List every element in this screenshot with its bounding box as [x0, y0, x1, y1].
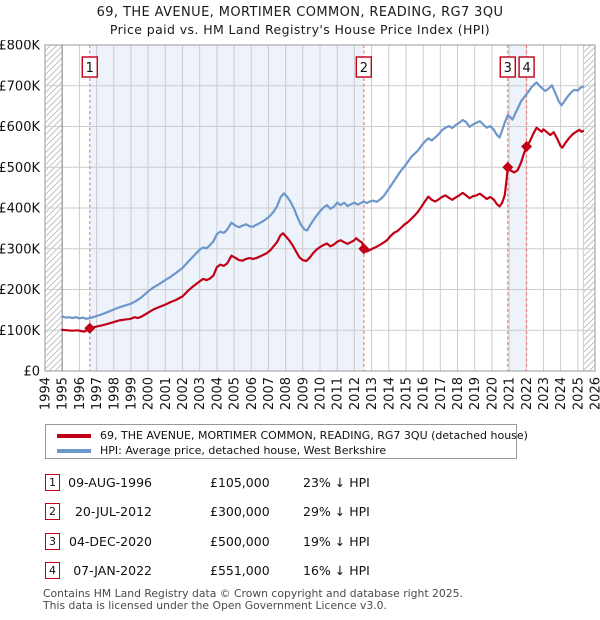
sale-date: 07-JAN-2022 — [73, 563, 152, 579]
sale-row-4: 4 07-JAN-2022 £551,000 16% ↓ HPI — [45, 561, 565, 590]
svg-text:2013: 2013 — [365, 377, 380, 410]
svg-text:£400K: £400K — [0, 202, 40, 217]
svg-text:2005: 2005 — [228, 377, 243, 410]
svg-text:£100K: £100K — [0, 324, 40, 339]
svg-text:2017: 2017 — [434, 377, 449, 410]
svg-text:2019: 2019 — [468, 377, 483, 410]
svg-text:1996: 1996 — [73, 377, 88, 410]
plot-border — [44, 44, 596, 372]
svg-text:2010: 2010 — [314, 377, 329, 410]
sale-price: £300,000 — [210, 504, 270, 520]
svg-text:1997: 1997 — [90, 377, 105, 410]
sale-point-marker — [84, 322, 96, 334]
legend-item-hpi: HPI: Average price, detached house, West… — [57, 443, 516, 458]
svg-text:1: 1 — [86, 61, 94, 76]
sale-hpi-diff: 23% ↓ HPI — [303, 475, 370, 490]
svg-text:2009: 2009 — [296, 377, 311, 410]
svg-text:2015: 2015 — [399, 377, 414, 410]
hpi-line — [61, 81, 585, 320]
svg-text:1995: 1995 — [56, 377, 71, 410]
svg-text:£300K: £300K — [0, 242, 40, 257]
property-line-swatch — [57, 433, 91, 438]
svg-text:2016: 2016 — [417, 377, 432, 410]
price-history-chart[interactable]: 1 2 3 4 £0 £100K £200K £300K £400K £500K £600K £700… — [0, 40, 600, 422]
copyright-footer: Contains HM Land Registry data © Crown c… — [43, 588, 463, 611]
sale-price: £551,000 — [210, 563, 270, 579]
svg-text:£800K: £800K — [0, 40, 40, 54]
sale-marker-4: 4 — [45, 562, 60, 580]
sale-number-box — [81, 56, 98, 78]
sale-number-box — [355, 56, 373, 78]
footer-line-1: Contains HM Land Registry data © Crown c… — [43, 587, 463, 600]
sale-date: 20-JUL-2012 — [74, 504, 152, 520]
sale-price: £500,000 — [210, 533, 270, 549]
legend-label-property: 69, THE AVENUE, MORTIMER COMMON, READING… — [100, 429, 528, 442]
sale-hpi-diff: 16% ↓ HPI — [303, 563, 370, 579]
svg-text:£0: £0 — [23, 365, 40, 380]
svg-text:2012: 2012 — [348, 377, 363, 410]
svg-text:2021: 2021 — [503, 377, 518, 410]
svg-text:2014: 2014 — [382, 377, 397, 410]
sale-date: 09-AUG-1996 — [68, 475, 152, 490]
svg-text:2024: 2024 — [554, 377, 569, 410]
svg-text:4: 4 — [522, 61, 530, 76]
svg-text:1999: 1999 — [124, 377, 139, 410]
svg-text:2004: 2004 — [210, 377, 225, 410]
sale-point-marker — [502, 161, 514, 173]
sale-date: 04-DEC-2020 — [69, 533, 152, 549]
svg-text:2020: 2020 — [485, 377, 500, 410]
sale-hpi-diff: 29% ↓ HPI — [303, 504, 370, 520]
svg-text:2: 2 — [360, 61, 368, 76]
sale-marker-2: 2 — [45, 503, 60, 521]
sale-row-1: 1 09-AUG-1996 £105,000 23% ↓ HPI — [45, 473, 565, 502]
sale-row-3: 3 04-DEC-2020 £500,000 19% ↓ HPI — [45, 532, 565, 561]
svg-text:1998: 1998 — [107, 377, 122, 410]
svg-text:2007: 2007 — [262, 377, 277, 410]
sale-number-box — [518, 56, 535, 78]
sale-number-box — [499, 56, 516, 78]
hpi-line-swatch — [57, 448, 91, 453]
svg-text:2003: 2003 — [193, 377, 208, 410]
svg-text:2023: 2023 — [537, 377, 552, 410]
legend-item-property: 69, THE AVENUE, MORTIMER COMMON, READING… — [57, 428, 528, 443]
svg-text:3: 3 — [504, 61, 512, 76]
svg-text:£700K: £700K — [0, 79, 40, 94]
footer-line-2: This data is licensed under the Open Gov… — [43, 598, 387, 612]
svg-text:2018: 2018 — [451, 377, 466, 410]
svg-text:£500K: £500K — [0, 161, 40, 176]
svg-text:£200K: £200K — [0, 283, 40, 298]
sale-point-marker — [358, 243, 370, 255]
page-subtitle: Price paid vs. HM Land Registry's House … — [109, 22, 491, 37]
sale-marker-1: 1 — [45, 474, 60, 491]
svg-text:2025: 2025 — [571, 377, 586, 410]
sales-table: 1 09-AUG-1996 £105,000 23% ↓ HPI 2 20-JU… — [45, 473, 565, 591]
sale-hpi-diff: 19% ↓ HPI — [303, 533, 370, 549]
sale-row-2: 2 20-JUL-2012 £300,000 29% ↓ HPI — [45, 502, 565, 531]
svg-text:2008: 2008 — [279, 377, 294, 410]
svg-text:1994: 1994 — [39, 377, 54, 410]
page-title: 69, THE AVENUE, MORTIMER COMMON, READING… — [96, 5, 504, 20]
svg-text:2006: 2006 — [245, 377, 260, 410]
svg-text:2026: 2026 — [589, 377, 600, 410]
legend-label-hpi: HPI: Average price, detached house, West… — [100, 444, 387, 457]
svg-text:2000: 2000 — [142, 377, 157, 410]
svg-text:2001: 2001 — [159, 377, 174, 410]
svg-text:2011: 2011 — [331, 377, 346, 410]
svg-text:£600K: £600K — [0, 120, 40, 135]
sale-marker-3: 3 — [45, 532, 60, 550]
svg-text:2002: 2002 — [176, 377, 191, 410]
svg-text:2022: 2022 — [520, 377, 535, 410]
sale-price: £105,000 — [210, 475, 270, 490]
chart-legend: 69, THE AVENUE, MORTIMER COMMON, READING… — [45, 424, 528, 459]
sale-point-marker — [521, 140, 533, 152]
